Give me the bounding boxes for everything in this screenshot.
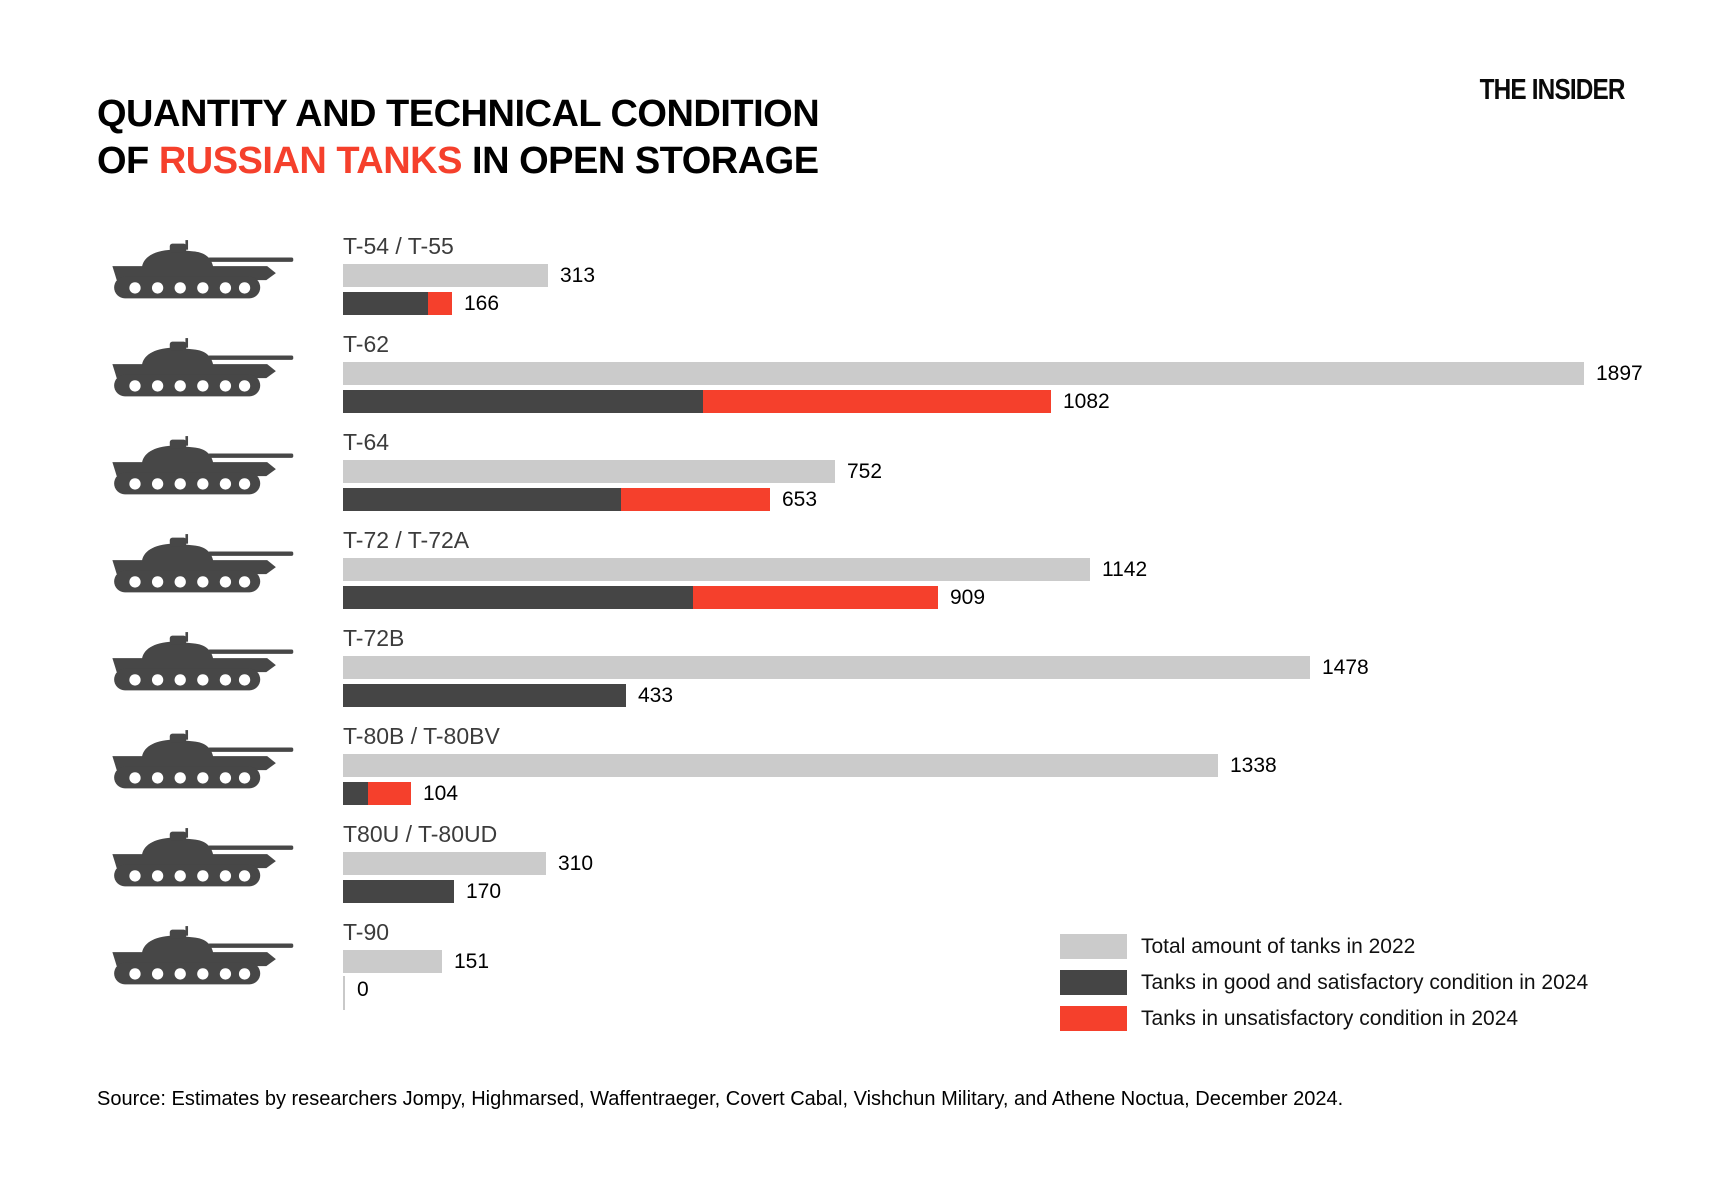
bar-segment-total (343, 460, 835, 483)
value-label-2024: 0 (357, 978, 369, 1001)
value-label-2022: 1897 (1596, 362, 1643, 385)
bar-total-2022: 1142 (343, 558, 1715, 581)
bar-segment-total (343, 950, 442, 973)
tank-label: T-72 / T-72A (343, 527, 470, 553)
value-label-2024: 433 (638, 684, 674, 707)
tank-icon (95, 723, 343, 805)
tank-row: T-90 151 0 (95, 919, 1715, 1017)
legend-item-unsat-2024: Tanks in unsatisfactory condition in 202… (1060, 1006, 1588, 1031)
title-line2-highlight: RUSSIAN TANKS (158, 140, 463, 183)
bar-segment-unsat (368, 782, 411, 805)
tank-row: T-64 752 653 (95, 429, 1715, 527)
tank-label: T-80B / T-80BV (343, 723, 500, 749)
value-label-2022: 313 (560, 264, 596, 287)
tank-label: T-62 (343, 331, 390, 357)
bar-segment-unsat (428, 292, 452, 315)
bar-segment-total (343, 754, 1218, 777)
page-title: QUANTITY AND TECHNICAL CONDITION OF RUSS… (97, 91, 820, 185)
title-line2-prefix: OF (97, 140, 159, 183)
tank-icon (95, 527, 343, 609)
legend-item-total-2022: Total amount of tanks in 2022 (1060, 934, 1588, 959)
bar-segment-good (343, 488, 621, 511)
bar-condition-2024: 1082 (343, 390, 1715, 413)
bar-segment-unsat (693, 586, 938, 609)
tank-row: T-62 1897 1082 (95, 331, 1715, 429)
bar-total-2022: 752 (343, 460, 1715, 483)
bar-condition-2024: 170 (343, 880, 1715, 903)
bar-segment-good (343, 586, 693, 609)
bar-segment-good (343, 880, 454, 903)
bar-segment-total (343, 264, 548, 287)
bar-condition-2024: 0 (343, 975, 1715, 1010)
bar-segment-total (343, 656, 1310, 679)
bar-segment-total (343, 558, 1090, 581)
bar-total-2022: 151 (343, 950, 1715, 973)
bar-total-2022: 1897 (343, 362, 1715, 385)
value-label-2024: 166 (464, 292, 500, 315)
zero-tick (343, 975, 345, 1010)
tank-row: T80U / T-80UD 310 170 (95, 821, 1715, 919)
value-label-2024: 909 (950, 586, 986, 609)
bar-segment-good (343, 782, 368, 805)
bar-condition-2024: 104 (343, 782, 1715, 805)
tank-icon (95, 625, 343, 707)
bar-condition-2024: 653 (343, 488, 1715, 511)
bar-total-2022: 1338 (343, 754, 1715, 777)
tank-label: T80U / T-80UD (343, 821, 498, 847)
tank-icon (95, 331, 343, 413)
publisher-logo: THE INSIDER (1479, 74, 1626, 106)
bar-segment-good (343, 292, 428, 315)
tank-icon (95, 233, 343, 315)
legend-swatch-good-2024 (1060, 970, 1127, 995)
bar-total-2022: 313 (343, 264, 1715, 287)
bar-condition-2024: 166 (343, 292, 1715, 315)
bar-condition-2024: 909 (343, 586, 1715, 609)
bar-chart: T-54 / T-55 313 166 T-62 1897 1082 T-64 … (95, 233, 1715, 1017)
tank-label: T-72B (343, 625, 405, 651)
value-label-2022: 310 (558, 852, 594, 875)
value-label-2022: 1338 (1230, 754, 1277, 777)
title-line1: QUANTITY AND TECHNICAL CONDITION (97, 93, 820, 136)
bar-segment-good (343, 390, 703, 413)
tank-label: T-64 (343, 429, 390, 455)
value-label-2024: 104 (423, 782, 459, 805)
bar-segment-total (343, 362, 1584, 385)
value-label-2022: 752 (847, 460, 883, 483)
tank-label: T-90 (343, 919, 390, 945)
tank-row: T-72B 1478 433 (95, 625, 1715, 723)
bar-total-2022: 1478 (343, 656, 1715, 679)
value-label-2022: 1142 (1102, 558, 1148, 581)
value-label-2022: 1478 (1322, 656, 1369, 679)
tank-row: T-80B / T-80BV 1338 104 (95, 723, 1715, 821)
tank-row: T-72 / T-72A 1142 909 (95, 527, 1715, 625)
legend-item-good-2024: Tanks in good and satisfactory condition… (1060, 970, 1588, 995)
value-label-2022: 151 (454, 950, 490, 973)
tank-icon (95, 919, 343, 1001)
bar-segment-total (343, 852, 546, 875)
bar-condition-2024: 433 (343, 684, 1715, 707)
source-note: Source: Estimates by researchers Jompy, … (97, 1088, 1344, 1110)
value-label-2024: 170 (466, 880, 502, 903)
legend-label: Total amount of tanks in 2022 (1141, 934, 1416, 958)
legend-label: Tanks in unsatisfactory condition in 202… (1141, 1006, 1519, 1030)
value-label-2024: 653 (782, 488, 818, 511)
tank-icon (95, 429, 343, 511)
legend-swatch-total-2022 (1060, 934, 1127, 959)
tank-icon (95, 821, 343, 903)
title-line2-suffix: IN OPEN STORAGE (461, 140, 819, 183)
bar-segment-good (343, 684, 626, 707)
value-label-2024: 1082 (1063, 390, 1110, 413)
bar-total-2022: 310 (343, 852, 1715, 875)
legend: Total amount of tanks in 2022 Tanks in g… (1060, 934, 1588, 1042)
legend-label: Tanks in good and satisfactory condition… (1141, 970, 1589, 994)
bar-segment-unsat (703, 390, 1051, 413)
tank-label: T-54 / T-55 (343, 233, 454, 259)
bar-segment-unsat (621, 488, 770, 511)
legend-swatch-unsat-2024 (1060, 1006, 1127, 1031)
tank-row: T-54 / T-55 313 166 (95, 233, 1715, 331)
